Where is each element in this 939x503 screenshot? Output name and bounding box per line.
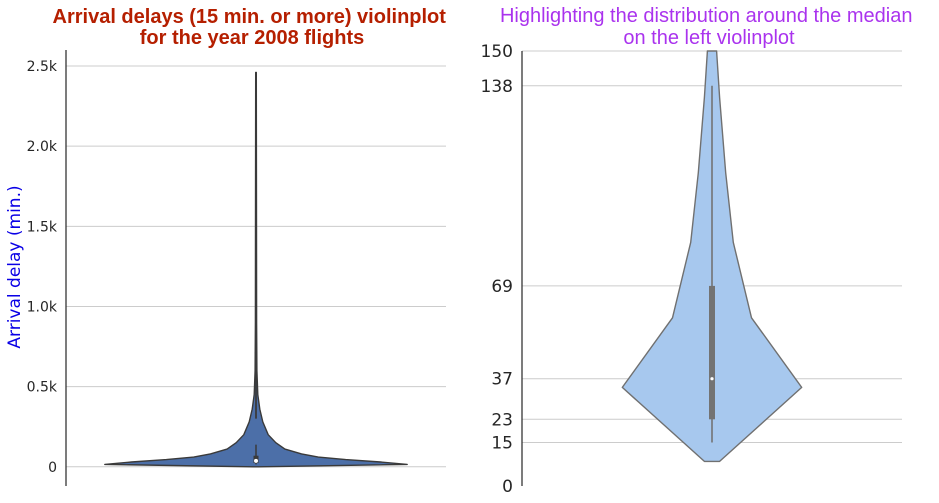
right-chart: 0 15 23 37 69 138 150 Highlighting the distrib… [481, 5, 918, 497]
right-y-tick-labels: 0 15 23 37 69 138 150 [481, 42, 513, 497]
left-violin [104, 71, 408, 468]
l-y-tick-label: 1.0k [27, 299, 58, 315]
r-y-tick-label: 0 [502, 477, 513, 497]
r-y-tick-label: 150 [481, 42, 513, 62]
l-y-tick-label: 0.5k [27, 380, 58, 396]
right-title-line-1: Highlighting the distribution around the… [500, 5, 913, 27]
left-y-axis-label: Arrival delay (min.) [5, 185, 25, 348]
r-y-tick-label: 37 [491, 370, 513, 390]
left-chart: 0 0.5k 1.0k 1.5k 2.0k 2.5k Arrival delays (15… [5, 6, 452, 486]
left-chart-title: Arrival delays (15 min. or more) violinp… [53, 6, 452, 49]
right-chart-title: Highlighting the distribution around the… [500, 5, 918, 49]
left-box [253, 444, 259, 465]
r-median-dot [710, 377, 714, 381]
left-title-line-2: for the year 2008 flights [140, 27, 365, 49]
left-y-tick-labels: 0 0.5k 1.0k 1.5k 2.0k 2.5k [27, 59, 58, 476]
r-y-tick-label: 138 [481, 77, 513, 97]
l-y-tick-label: 1.5k [27, 219, 58, 235]
r-y-tick-label: 15 [491, 434, 513, 454]
l-y-tick-label: 0 [48, 460, 57, 476]
l-y-tick-label: 2.5k [27, 59, 58, 75]
l-y-tick-label: 2.0k [27, 139, 58, 155]
left-title-line-1: Arrival delays (15 min. or more) violinp… [53, 6, 447, 28]
r-y-tick-label: 23 [491, 410, 513, 430]
right-title-line-2: on the left violinplot [623, 27, 795, 49]
l-median-dot [254, 458, 258, 463]
right-box [709, 85, 715, 443]
r-y-tick-label: 69 [491, 277, 513, 297]
r-iqr-box [709, 285, 715, 420]
